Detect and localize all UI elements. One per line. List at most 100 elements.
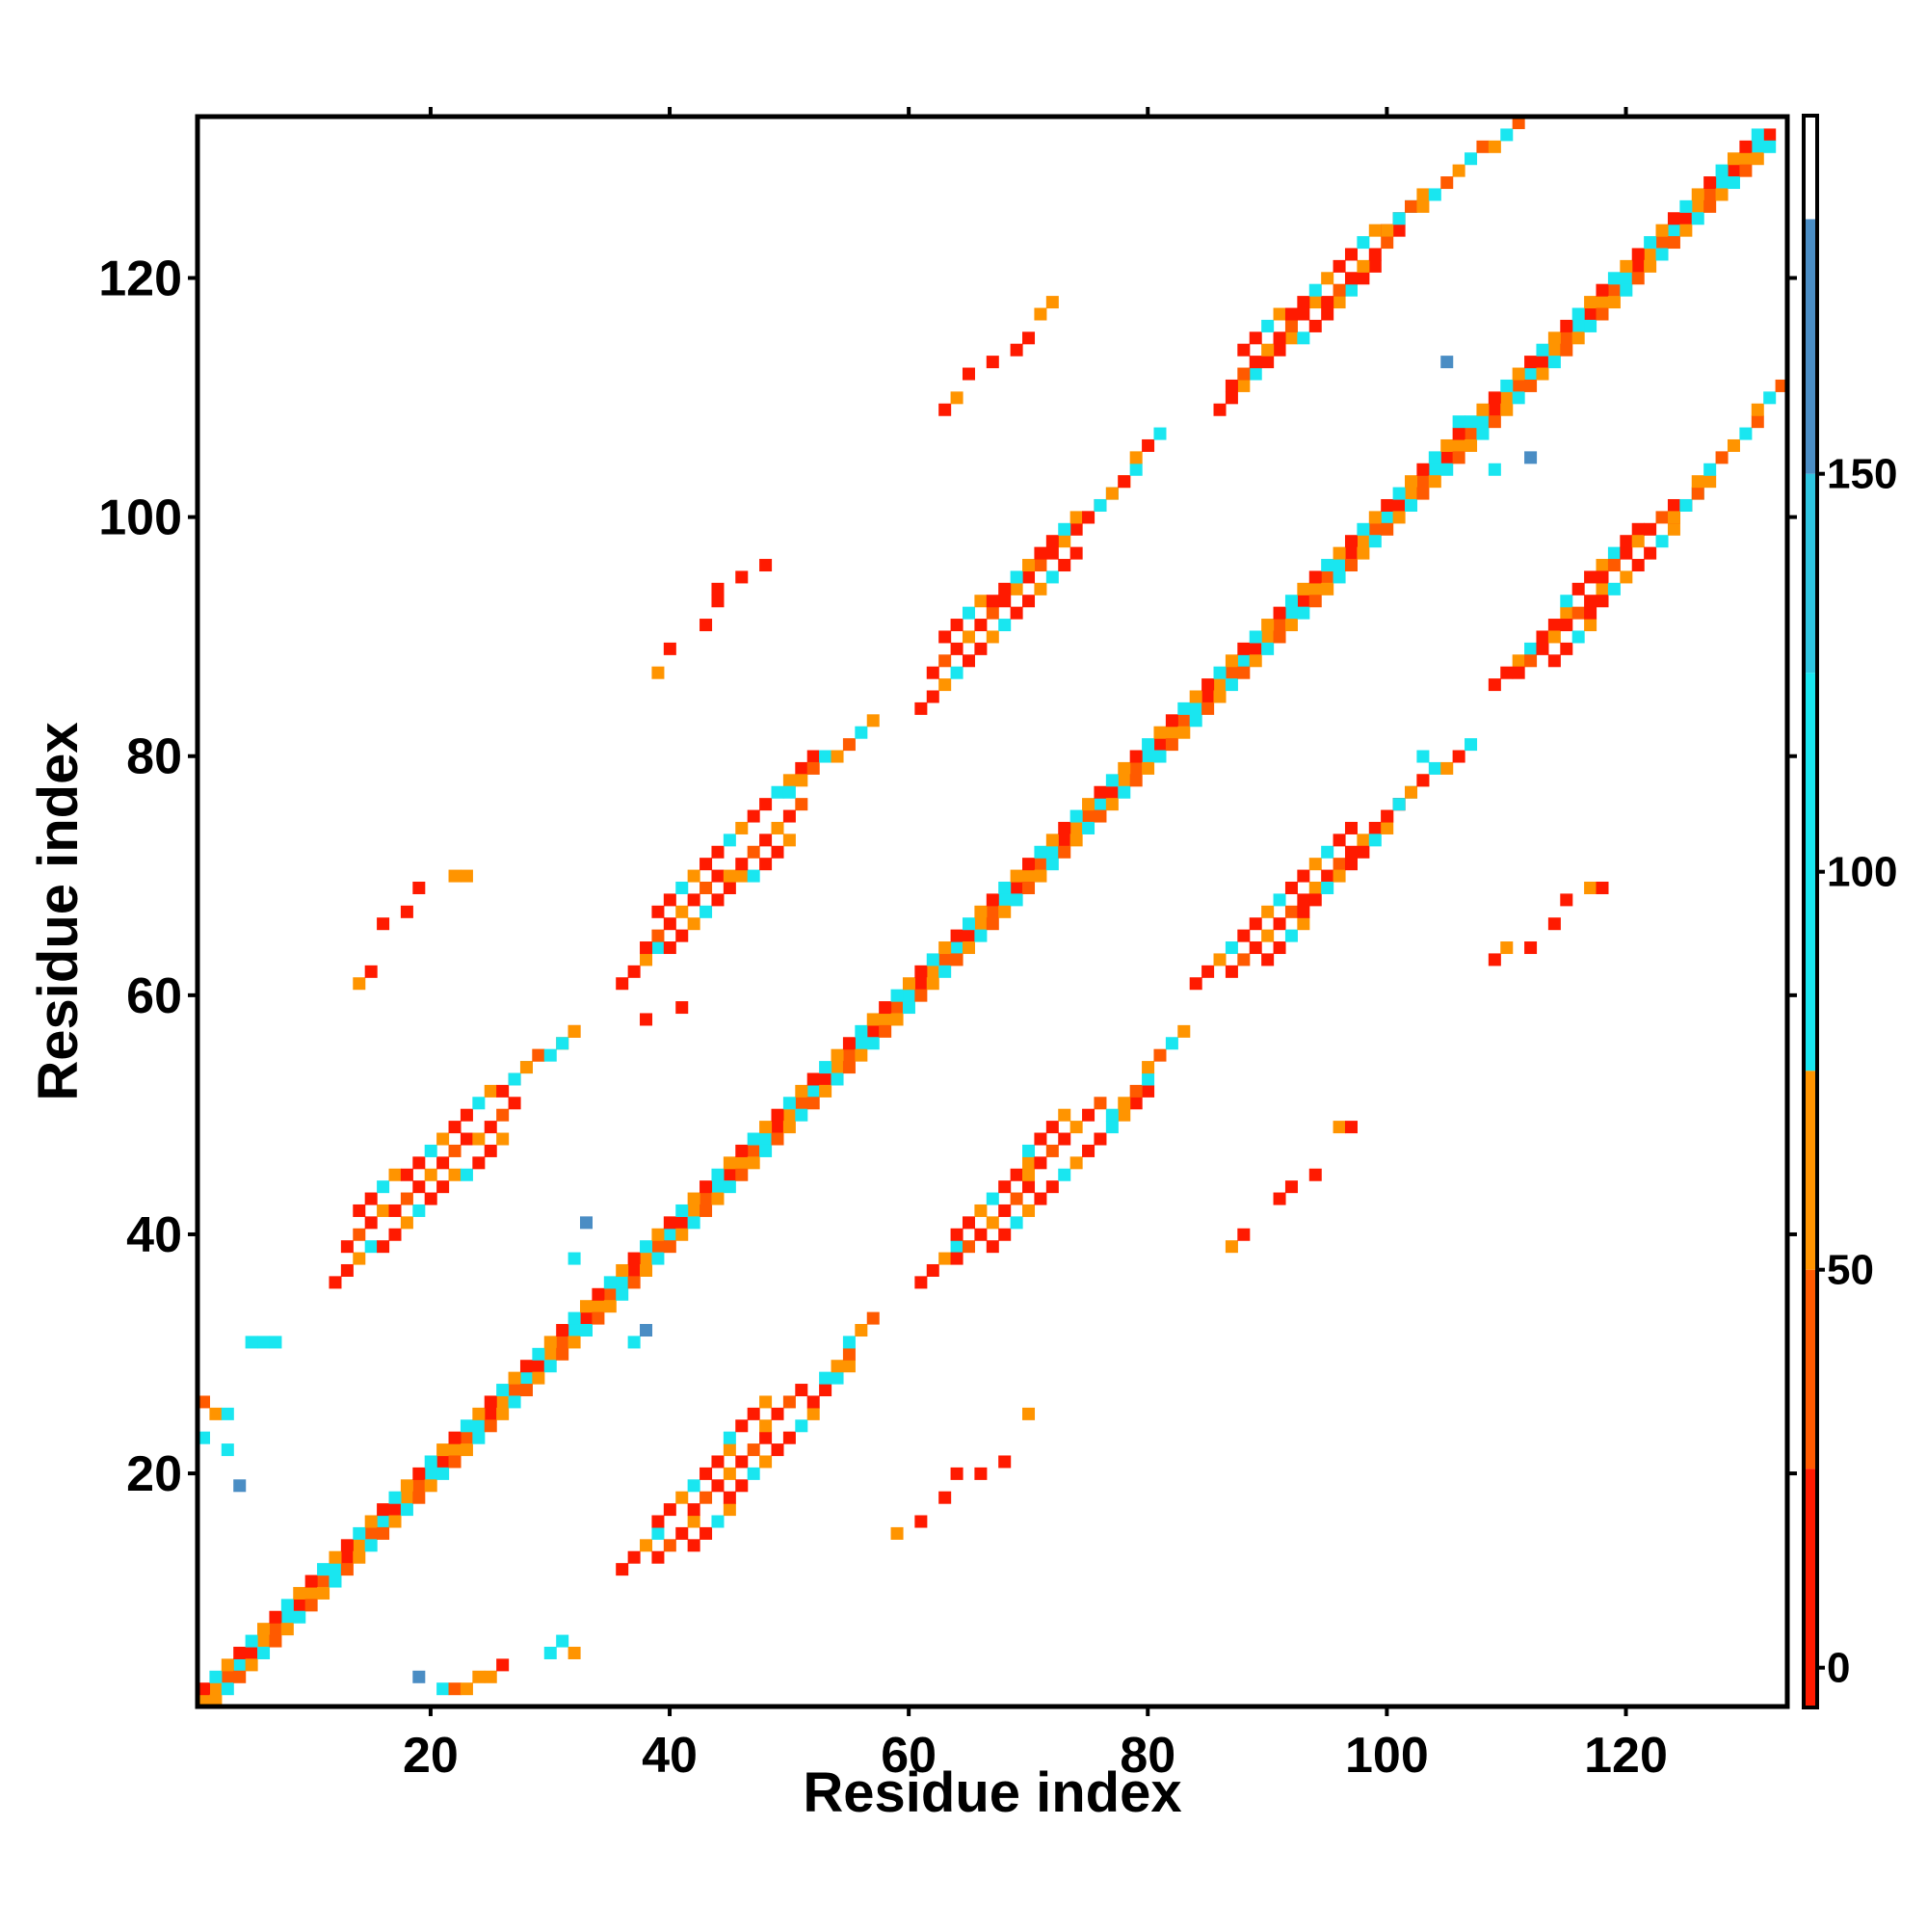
heatmap-cell <box>700 905 713 918</box>
heatmap-cell <box>1297 905 1310 918</box>
heatmap-cell <box>1751 128 1764 142</box>
heatmap-cell <box>1297 582 1310 595</box>
heatmap-cell <box>1034 858 1047 871</box>
heatmap-cell <box>855 1037 868 1050</box>
heatmap-cell <box>377 1180 390 1194</box>
heatmap-cell <box>819 750 832 763</box>
heatmap-cell <box>747 869 760 883</box>
heatmap-cell <box>1428 463 1441 476</box>
heatmap-cell <box>711 845 725 859</box>
heatmap-cell <box>1368 259 1382 273</box>
heatmap-cell <box>759 1132 773 1146</box>
heatmap-cell <box>879 1024 892 1038</box>
heatmap-cell <box>532 1360 545 1373</box>
heatmap-cell <box>1512 379 1525 392</box>
heatmap-cell <box>1045 546 1059 560</box>
heatmap-cell <box>1368 511 1382 524</box>
heatmap-cell <box>711 1180 725 1194</box>
heatmap-cell <box>1153 427 1167 440</box>
heatmap-cell <box>1261 343 1275 357</box>
heatmap-cell <box>1333 296 1346 309</box>
heatmap-cell <box>412 1670 426 1683</box>
heatmap-cell <box>986 606 999 620</box>
heatmap-cell <box>209 1407 223 1420</box>
heatmap-cell <box>1428 188 1441 201</box>
colorbar-tick-label: 50 <box>1827 1247 1874 1294</box>
heatmap-cell <box>1094 498 1107 512</box>
heatmap-cell <box>675 1001 689 1015</box>
heatmap-cell <box>782 1121 796 1134</box>
heatmap-cell <box>914 1515 928 1528</box>
heatmap-cell <box>1165 1037 1178 1050</box>
heatmap-cell <box>1333 283 1346 297</box>
heatmap-cell <box>831 1072 844 1086</box>
colorbar-band <box>1804 1469 1817 1707</box>
heatmap-cell <box>1105 774 1119 787</box>
heatmap-cell <box>412 881 426 894</box>
heatmap-cell <box>1476 140 1490 153</box>
heatmap-cell <box>1129 1084 1143 1098</box>
heatmap-cell <box>759 858 773 871</box>
heatmap-cell <box>1153 1048 1167 1062</box>
heatmap-cell <box>1357 259 1370 273</box>
heatmap-cell <box>640 1240 653 1254</box>
heatmap-cell <box>687 869 700 883</box>
heatmap-cell <box>1010 881 1023 894</box>
heatmap-cell <box>782 834 796 847</box>
heatmap-cell <box>1142 738 1155 752</box>
heatmap-cell <box>1321 582 1334 595</box>
heatmap-cell <box>1069 1156 1083 1170</box>
heatmap-cell <box>1620 535 1633 548</box>
heatmap-cell <box>855 726 868 739</box>
heatmap-cell <box>388 1168 402 1181</box>
heatmap-cell <box>1284 606 1298 620</box>
heatmap-cell <box>1500 403 1514 416</box>
heatmap-cell <box>663 917 676 931</box>
heatmap-cell <box>1727 176 1740 190</box>
heatmap-cell <box>568 1024 581 1038</box>
heatmap-cell <box>831 1360 844 1373</box>
heatmap-cell <box>1631 535 1645 548</box>
heatmap-cell <box>914 977 928 991</box>
heatmap-cell <box>412 1180 426 1194</box>
heatmap-cell <box>1763 128 1777 142</box>
heatmap-cell <box>1357 834 1370 847</box>
heatmap-cell <box>1344 1121 1358 1134</box>
heatmap-cell <box>1284 619 1298 632</box>
heatmap-cell <box>723 869 736 883</box>
heatmap-cell <box>400 1216 413 1230</box>
heatmap-cell <box>448 1144 462 1157</box>
heatmap-cell <box>806 1084 820 1098</box>
heatmap-cell <box>472 1419 486 1433</box>
heatmap-cell <box>1428 761 1441 775</box>
heatmap-cell <box>986 893 999 907</box>
heatmap-cell <box>508 1395 521 1409</box>
heatmap-cell <box>1249 356 1262 369</box>
heatmap-cell <box>1751 152 1764 166</box>
heatmap-cell <box>771 1443 784 1457</box>
heatmap-cell <box>926 690 939 703</box>
heatmap-cell <box>1381 236 1394 250</box>
heatmap-cell <box>1488 463 1501 476</box>
heatmap-cell <box>1261 630 1275 644</box>
heatmap-cell <box>962 606 975 620</box>
heatmap-cell <box>616 1276 629 1289</box>
heatmap-cell <box>1022 559 1036 572</box>
heatmap-cell <box>269 1623 282 1636</box>
heatmap-cell <box>711 893 725 907</box>
heatmap-cell <box>986 1240 999 1254</box>
heatmap-cell <box>1249 654 1262 668</box>
heatmap-cell <box>1273 893 1286 907</box>
heatmap-cell <box>806 1395 820 1409</box>
heatmap-cell <box>1308 283 1322 297</box>
heatmap-cell <box>221 1658 234 1672</box>
heatmap-cell <box>448 869 462 883</box>
heatmap-cell <box>687 917 700 931</box>
heatmap-cell <box>1536 630 1549 644</box>
heatmap-cell <box>1118 1108 1131 1122</box>
heatmap-cell <box>377 1526 390 1540</box>
heatmap-cell <box>1118 761 1131 775</box>
heatmap-cell <box>1069 522 1083 536</box>
heatmap-cell <box>1691 188 1704 201</box>
